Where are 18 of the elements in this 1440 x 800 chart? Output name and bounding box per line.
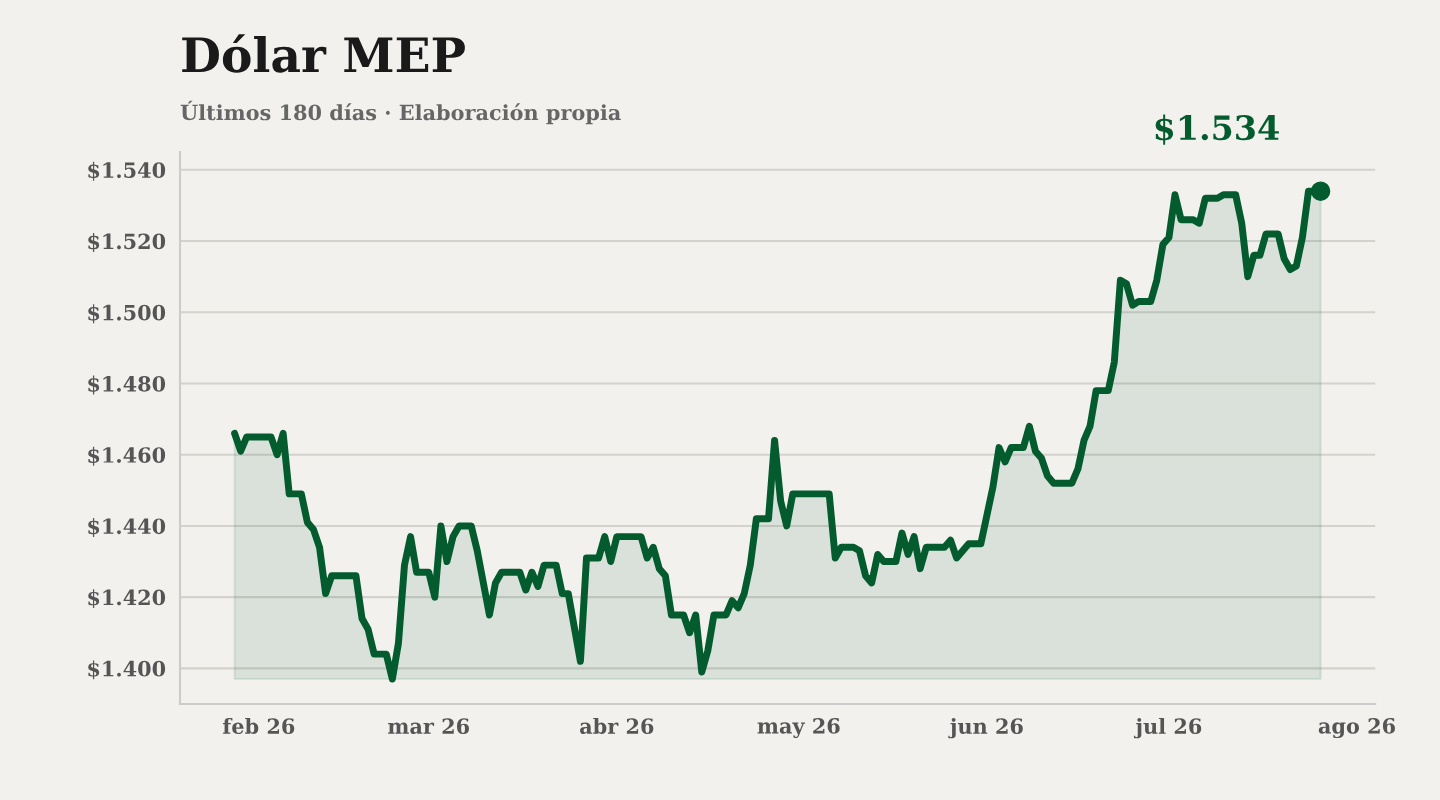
x-tick-label: jul 26 <box>1133 717 1202 739</box>
y-tick-label: $1.480 <box>88 375 166 395</box>
y-tick-label: $1.400 <box>88 660 166 680</box>
chart-title: Dólar MEP <box>182 34 465 73</box>
annotation: $1.534 <box>1155 114 1279 145</box>
x-tick-label: ago 26 <box>1318 717 1395 739</box>
chart-subtitle: Últimos 180 días · Elaboración propia <box>180 100 621 125</box>
y-tick-label: $1.540 <box>88 161 166 181</box>
x-tick-label: mar 26 <box>388 718 470 735</box>
y-tick-label: $1.520 <box>88 233 166 252</box>
y-tick-label: $1.440 <box>88 517 166 537</box>
y-tick-label: $1.500 <box>88 304 166 324</box>
x-tick-label: abr 26 <box>580 717 654 735</box>
x-tick-label: may 26 <box>757 717 840 739</box>
x-tick-label: jun 26 <box>948 717 1023 739</box>
x-tick-label: feb 26 <box>223 717 295 735</box>
y-tick-label: $1.460 <box>88 446 166 466</box>
y-tick-label: $1.420 <box>88 589 166 609</box>
